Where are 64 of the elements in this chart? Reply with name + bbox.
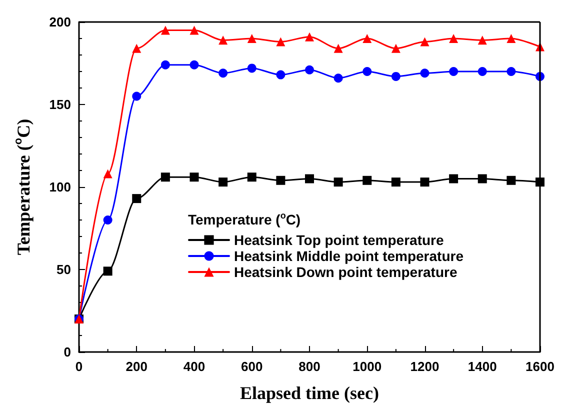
point bbox=[218, 68, 228, 78]
point bbox=[420, 37, 430, 46]
y-tick-label: 100 bbox=[49, 180, 71, 194]
point bbox=[478, 174, 487, 184]
point bbox=[449, 34, 458, 43]
x-tick-label: 800 bbox=[298, 359, 320, 374]
legend-label: Heatsink Down point temperature bbox=[234, 264, 458, 280]
point bbox=[506, 34, 516, 43]
x-tick-label: 600 bbox=[241, 359, 263, 374]
x-tick-label: 1600 bbox=[526, 359, 554, 374]
y-tick-label: 200 bbox=[49, 14, 71, 30]
point bbox=[132, 44, 142, 53]
y-tick-label: 50 bbox=[56, 262, 71, 277]
point bbox=[190, 172, 199, 182]
point bbox=[305, 174, 314, 184]
point bbox=[478, 67, 487, 76]
point bbox=[391, 44, 400, 53]
point bbox=[103, 266, 112, 276]
legend-label: Heatsink Top point temperature bbox=[234, 232, 444, 248]
y-axis-title: Temperature (oC) bbox=[12, 118, 34, 256]
point bbox=[362, 176, 372, 185]
point bbox=[334, 44, 343, 53]
point bbox=[103, 169, 112, 178]
point bbox=[218, 178, 228, 187]
point bbox=[218, 36, 228, 45]
x-tick-label: 1000 bbox=[352, 359, 382, 374]
point bbox=[190, 60, 199, 70]
point bbox=[103, 216, 112, 224]
point bbox=[247, 34, 256, 43]
point bbox=[420, 178, 430, 187]
x-tick-label: 200 bbox=[126, 359, 148, 374]
legend-label: Heatsink Middle point temperature bbox=[234, 248, 464, 264]
point bbox=[506, 176, 516, 185]
point bbox=[160, 172, 170, 182]
point bbox=[478, 36, 487, 45]
point bbox=[305, 65, 314, 74]
point bbox=[276, 70, 286, 80]
point bbox=[247, 64, 256, 73]
x-axis-title: Elapsed time (sec) bbox=[240, 383, 379, 403]
x-tick-label: 1400 bbox=[468, 359, 497, 374]
point bbox=[334, 178, 343, 187]
point bbox=[449, 67, 458, 76]
point bbox=[391, 178, 400, 187]
point bbox=[247, 172, 256, 182]
point bbox=[132, 92, 142, 101]
point bbox=[276, 176, 286, 185]
point bbox=[391, 72, 400, 81]
point bbox=[160, 60, 170, 70]
point bbox=[362, 34, 372, 43]
x-tick-label: 400 bbox=[183, 359, 206, 374]
x-tick-label: 1200 bbox=[410, 359, 440, 374]
point bbox=[420, 68, 430, 78]
point bbox=[449, 174, 458, 184]
point bbox=[190, 26, 199, 35]
x-tick-label: 0 bbox=[75, 359, 83, 374]
point bbox=[334, 74, 343, 83]
point bbox=[160, 26, 170, 35]
point bbox=[132, 194, 142, 204]
y-tick-label: 150 bbox=[49, 97, 71, 112]
point bbox=[305, 32, 314, 42]
point bbox=[276, 37, 286, 46]
y-tick-label: 0 bbox=[64, 344, 71, 360]
point bbox=[362, 67, 372, 76]
point bbox=[506, 67, 516, 76]
